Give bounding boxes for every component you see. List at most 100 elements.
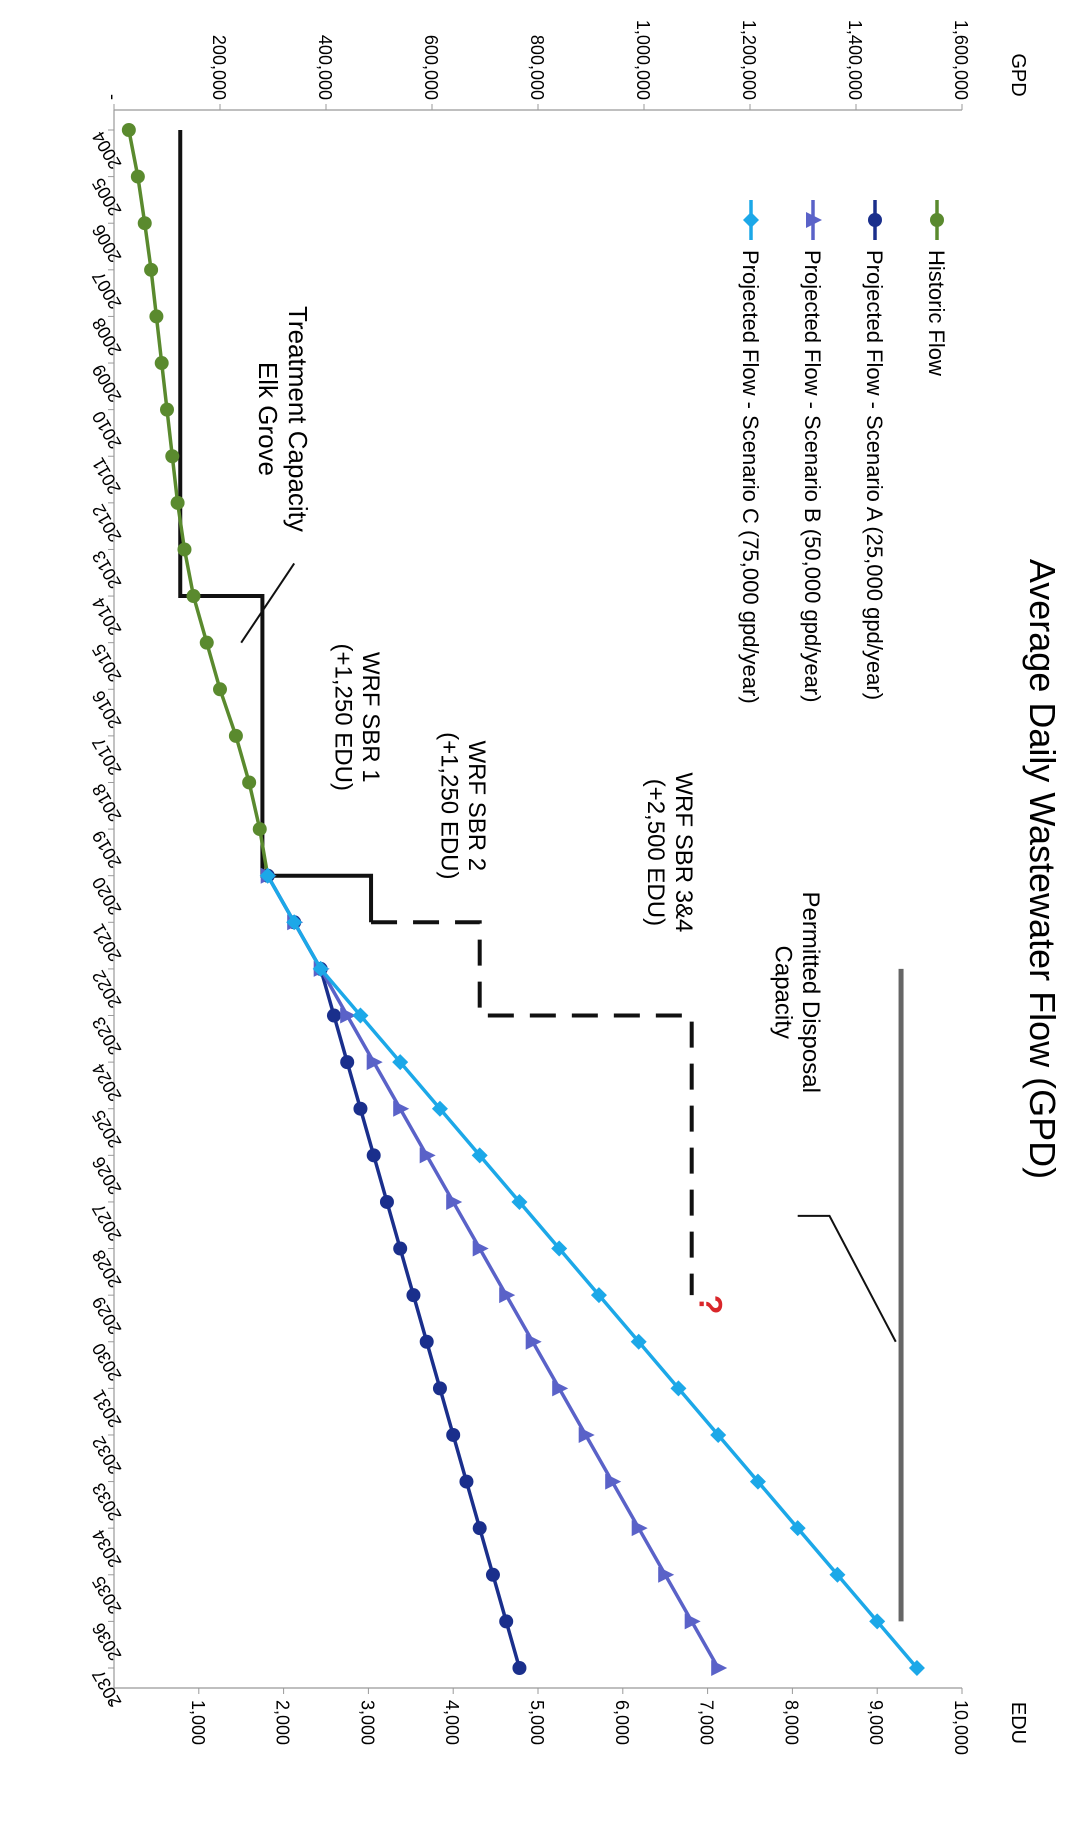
year-tick-label: 2009 xyxy=(88,361,125,406)
gpd-tick-label: - xyxy=(103,94,123,100)
data-point xyxy=(130,169,145,184)
treatment-capacity-pointer xyxy=(240,562,296,644)
data-point xyxy=(160,402,174,417)
data-point xyxy=(459,1474,474,1489)
year-tick-label: 2027 xyxy=(88,1200,125,1245)
gpd-tick-label: 1,000,000 xyxy=(633,20,653,100)
question-mark: ? xyxy=(693,1295,729,1315)
edu-tick-label: 4,000 xyxy=(442,1700,462,1745)
year-tick-label: 2015 xyxy=(88,641,125,686)
data-point xyxy=(749,1473,766,1490)
year-tick-label: 2022 xyxy=(88,967,125,1012)
future-capacity-dashed-line xyxy=(371,920,694,1296)
data-point xyxy=(154,356,169,371)
data-point xyxy=(578,1426,595,1443)
year-tick-label: 2029 xyxy=(88,1293,125,1338)
data-point xyxy=(392,1054,409,1071)
edu-tick-label: 6,000 xyxy=(612,1700,632,1745)
data-point xyxy=(177,542,192,557)
year-tick-label: 2019 xyxy=(88,827,125,872)
data-point xyxy=(471,1147,488,1164)
year-tick-label: 2004 xyxy=(88,128,125,173)
edu-tick-label: 2,000 xyxy=(273,1700,293,1745)
data-point xyxy=(868,213,882,227)
data-point xyxy=(419,1334,434,1349)
data-point xyxy=(710,1426,727,1443)
data-point xyxy=(121,123,136,137)
data-point xyxy=(340,1007,357,1024)
data-point xyxy=(512,1661,527,1675)
data-point xyxy=(352,1007,369,1024)
data-point xyxy=(199,635,214,650)
edu-axis-title: EDU xyxy=(1007,1702,1029,1744)
gpd-axis-title: GPD xyxy=(1007,53,1029,96)
data-point xyxy=(605,1473,622,1490)
data-point xyxy=(137,216,152,231)
legend-item-label: Projected Flow - Scenario C (75,000 gpd/… xyxy=(738,250,763,704)
data-point xyxy=(485,1567,500,1582)
edu-tick-label: 8,000 xyxy=(781,1700,801,1745)
data-point xyxy=(393,1241,408,1256)
data-point xyxy=(213,682,227,697)
year-tick-label: 2036 xyxy=(88,1619,125,1664)
gpd-tick-label: 1,600,000 xyxy=(951,20,971,100)
gpd-tick-label: 1,200,000 xyxy=(739,20,759,100)
gpd-tick-label: 1,400,000 xyxy=(845,20,865,100)
data-point xyxy=(631,1520,648,1537)
year-tick-label: 2010 xyxy=(88,408,125,453)
series-1 xyxy=(260,868,527,1675)
series-line xyxy=(266,874,720,1669)
data-point xyxy=(252,822,267,837)
permitted-pointer xyxy=(797,1214,897,1343)
data-point xyxy=(393,1100,410,1117)
data-point xyxy=(259,867,276,884)
data-point xyxy=(670,1380,687,1397)
treatment-capacity-line xyxy=(178,130,374,923)
series-2 xyxy=(260,867,728,1676)
data-point xyxy=(806,212,822,228)
series-line xyxy=(266,874,522,1669)
data-point xyxy=(525,1333,542,1350)
data-point xyxy=(630,1333,647,1350)
data-point xyxy=(552,1380,569,1397)
year-tick-label: 2017 xyxy=(88,734,125,779)
data-point xyxy=(379,1194,394,1209)
data-point xyxy=(312,960,329,977)
data-point xyxy=(242,775,257,790)
year-tick-label: 2030 xyxy=(88,1340,125,1385)
data-point xyxy=(186,589,201,604)
year-tick-label: 2031 xyxy=(88,1386,125,1431)
data-point xyxy=(499,1614,514,1629)
year-tick-label: 2011 xyxy=(88,454,125,498)
year-tick-label: 2026 xyxy=(88,1153,125,1198)
data-point xyxy=(165,449,180,464)
series-3 xyxy=(259,867,925,1676)
data-point xyxy=(472,1240,489,1257)
legend-item-label: Projected Flow - Scenario B (50,000 gpd/… xyxy=(800,250,825,702)
year-tick-label: 2005 xyxy=(88,175,125,220)
data-point xyxy=(419,1147,436,1164)
data-point xyxy=(228,728,243,743)
data-point xyxy=(829,1566,846,1583)
data-point xyxy=(511,1193,528,1210)
year-tick-label: 2008 xyxy=(88,314,125,359)
data-point xyxy=(366,1148,381,1163)
data-point xyxy=(499,1287,516,1304)
data-point xyxy=(446,1193,463,1210)
year-tick-label: 2014 xyxy=(88,594,125,639)
gpd-tick-label: 600,000 xyxy=(421,35,441,100)
year-tick-label: 2006 xyxy=(88,221,125,266)
year-tick-label: 2020 xyxy=(88,874,125,919)
data-point xyxy=(684,1613,701,1630)
data-point xyxy=(353,1101,368,1116)
data-point xyxy=(551,1240,568,1257)
data-point xyxy=(743,212,759,228)
data-point xyxy=(869,1613,886,1630)
series-0 xyxy=(121,123,275,883)
data-point xyxy=(930,213,944,227)
permitted-disposal-label: Permitted DisposalCapacity xyxy=(769,892,824,1093)
data-point xyxy=(326,1008,341,1023)
year-tick-label: 2007 xyxy=(88,268,125,313)
data-point xyxy=(472,1521,487,1536)
